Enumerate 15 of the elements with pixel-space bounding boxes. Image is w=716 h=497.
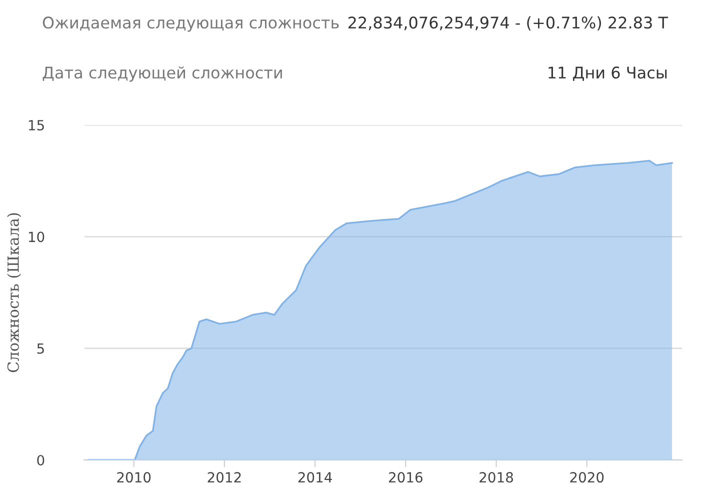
y-tick-label: 5 [37,343,44,354]
text: Ожидаемая следующая сложность [42,16,339,32]
x-tick-label: 2020 [570,472,604,483]
x-tick-label: 2010 [117,472,151,483]
text: 11 Дни 6 Часы [548,66,667,81]
text: 22,834,076,254,974 - (+0.71%) 22.83 T [348,16,668,31]
y-tick-label: 15 [28,120,44,130]
x-tick-label: 2018 [480,472,513,483]
text: Дата следующей сложности [42,66,282,82]
y-axis-title: Сложность (Шкала) [7,213,22,372]
x-tick-label: 2012 [208,472,241,483]
y-tick-label: 10 [28,232,44,242]
x-tick-label: 2014 [298,472,332,483]
x-tick-label: 2016 [388,472,422,483]
y-tick-label: 0 [37,454,44,466]
